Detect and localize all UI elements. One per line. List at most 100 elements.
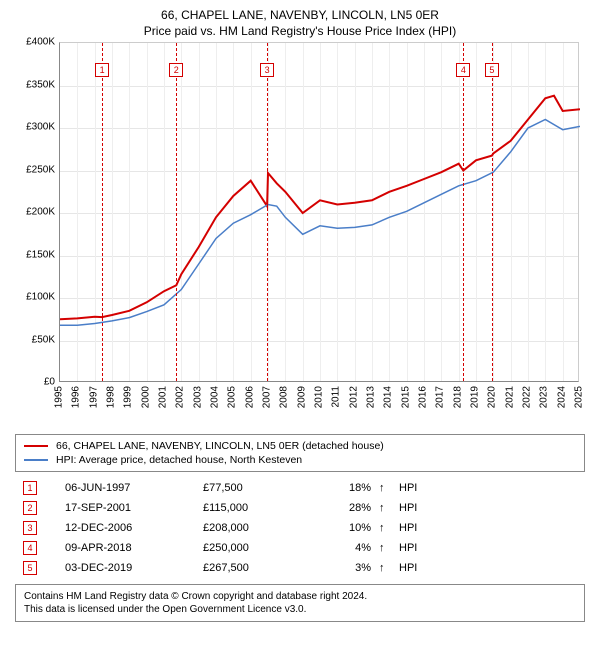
transaction-price: £115,000 <box>203 502 313 514</box>
legend-swatch <box>24 459 48 461</box>
x-tick-label: 1999 <box>123 386 134 408</box>
marker-label: 1 <box>95 63 109 77</box>
y-axis: £0£50K£100K£150K£200K£250K£300K£350K£400… <box>15 42 59 382</box>
x-tick-label: 1998 <box>106 386 117 408</box>
transaction-hpi-label: HPI <box>399 502 429 514</box>
x-tick-label: 2011 <box>331 386 342 408</box>
series-hpi <box>60 120 580 326</box>
x-tick-label: 2012 <box>348 386 359 408</box>
transaction-row: 4 09-APR-2018 £250,000 4% ↑ HPI <box>15 538 585 558</box>
y-tick-label: £350K <box>26 79 55 90</box>
transactions-table: 106-JUN-1997£77,50018%↑HPI217-SEP-2001£1… <box>15 478 585 578</box>
x-axis: 1995199619971998199920002001200220032004… <box>59 382 579 412</box>
y-tick-label: £100K <box>26 292 55 303</box>
marker-label: 5 <box>485 63 499 77</box>
marker-line <box>267 43 268 381</box>
transaction-marker: 4 <box>23 541 37 555</box>
transaction-diff: 3% <box>321 562 371 574</box>
x-tick-label: 2025 <box>574 386 585 408</box>
x-tick-label: 2020 <box>487 386 498 408</box>
x-tick-label: 2010 <box>314 386 325 408</box>
legend-swatch <box>24 445 48 447</box>
x-tick-label: 1995 <box>54 386 65 408</box>
chart-area: £0£50K£100K£150K£200K£250K£300K£350K£400… <box>15 42 585 412</box>
transaction-marker: 5 <box>23 561 37 575</box>
transaction-date: 06-JUN-1997 <box>65 482 195 494</box>
chart-title: 66, CHAPEL LANE, NAVENBY, LINCOLN, LN5 0… <box>10 8 590 22</box>
marker-label: 2 <box>169 63 183 77</box>
marker-label: 4 <box>456 63 470 77</box>
up-arrow-icon: ↑ <box>379 502 391 514</box>
y-tick-label: £400K <box>26 37 55 48</box>
up-arrow-icon: ↑ <box>379 562 391 574</box>
license-line: This data is licensed under the Open Gov… <box>24 603 576 616</box>
transaction-diff: 10% <box>321 522 371 534</box>
chart-container: 66, CHAPEL LANE, NAVENBY, LINCOLN, LN5 0… <box>0 0 600 650</box>
transaction-marker: 2 <box>23 501 37 515</box>
up-arrow-icon: ↑ <box>379 522 391 534</box>
marker-line <box>492 43 493 381</box>
x-tick-label: 2015 <box>400 386 411 408</box>
series-svg <box>60 43 580 383</box>
x-tick-label: 2009 <box>296 386 307 408</box>
transaction-price: £250,000 <box>203 542 313 554</box>
transaction-hpi-label: HPI <box>399 542 429 554</box>
x-tick-label: 2022 <box>522 386 533 408</box>
x-tick-label: 2000 <box>140 386 151 408</box>
transaction-price: £267,500 <box>203 562 313 574</box>
transaction-hpi-label: HPI <box>399 562 429 574</box>
series-price_paid <box>60 96 580 320</box>
x-tick-label: 2019 <box>470 386 481 408</box>
transaction-date: 17-SEP-2001 <box>65 502 195 514</box>
x-tick-label: 2023 <box>539 386 550 408</box>
x-tick-label: 2005 <box>227 386 238 408</box>
legend: 66, CHAPEL LANE, NAVENBY, LINCOLN, LN5 0… <box>15 434 585 472</box>
x-tick-label: 2021 <box>504 386 515 408</box>
y-tick-label: £200K <box>26 207 55 218</box>
x-tick-label: 2007 <box>262 386 273 408</box>
legend-label: HPI: Average price, detached house, Nort… <box>56 454 302 466</box>
transaction-marker: 1 <box>23 481 37 495</box>
marker-label: 3 <box>260 63 274 77</box>
y-tick-label: £50K <box>32 334 55 345</box>
transaction-marker: 3 <box>23 521 37 535</box>
x-tick-label: 2002 <box>175 386 186 408</box>
y-tick-label: £250K <box>26 164 55 175</box>
license-line: Contains HM Land Registry data © Crown c… <box>24 590 576 603</box>
transaction-date: 12-DEC-2006 <box>65 522 195 534</box>
x-tick-label: 2006 <box>244 386 255 408</box>
x-tick-label: 2003 <box>192 386 203 408</box>
chart-subtitle: Price paid vs. HM Land Registry's House … <box>10 24 590 38</box>
legend-label: 66, CHAPEL LANE, NAVENBY, LINCOLN, LN5 0… <box>56 440 384 452</box>
up-arrow-icon: ↑ <box>379 542 391 554</box>
marker-line <box>102 43 103 381</box>
x-tick-label: 2013 <box>366 386 377 408</box>
transaction-date: 09-APR-2018 <box>65 542 195 554</box>
legend-item: HPI: Average price, detached house, Nort… <box>24 453 576 467</box>
y-tick-label: £300K <box>26 122 55 133</box>
legend-item: 66, CHAPEL LANE, NAVENBY, LINCOLN, LN5 0… <box>24 439 576 453</box>
transaction-hpi-label: HPI <box>399 522 429 534</box>
transaction-price: £208,000 <box>203 522 313 534</box>
transaction-diff: 18% <box>321 482 371 494</box>
x-tick-label: 2017 <box>435 386 446 408</box>
x-tick-label: 2008 <box>279 386 290 408</box>
y-tick-label: £150K <box>26 249 55 260</box>
transaction-row: 106-JUN-1997£77,50018%↑HPI <box>15 478 585 498</box>
x-tick-label: 1997 <box>88 386 99 408</box>
x-tick-label: 2014 <box>383 386 394 408</box>
x-tick-label: 2004 <box>210 386 221 408</box>
license-notice: Contains HM Land Registry data © Crown c… <box>15 584 585 622</box>
transaction-row: 5 03-DEC-2019 £267,500 3% ↑ HPI <box>15 558 585 578</box>
transaction-row: 2 17-SEP-2001 £115,000 28% ↑ HPI <box>15 498 585 518</box>
transaction-diff: 28% <box>321 502 371 514</box>
x-tick-label: 2024 <box>556 386 567 408</box>
transaction-row: 3 12-DEC-2006 £208,000 10% ↑ HPI <box>15 518 585 538</box>
transaction-date: 03-DEC-2019 <box>65 562 195 574</box>
x-tick-label: 2016 <box>418 386 429 408</box>
marker-line <box>176 43 177 381</box>
x-tick-label: 2018 <box>452 386 463 408</box>
transaction-diff: 4% <box>321 542 371 554</box>
up-arrow-icon: ↑ <box>379 482 391 494</box>
plot-region: 1 2 3 4 5 <box>59 42 579 382</box>
